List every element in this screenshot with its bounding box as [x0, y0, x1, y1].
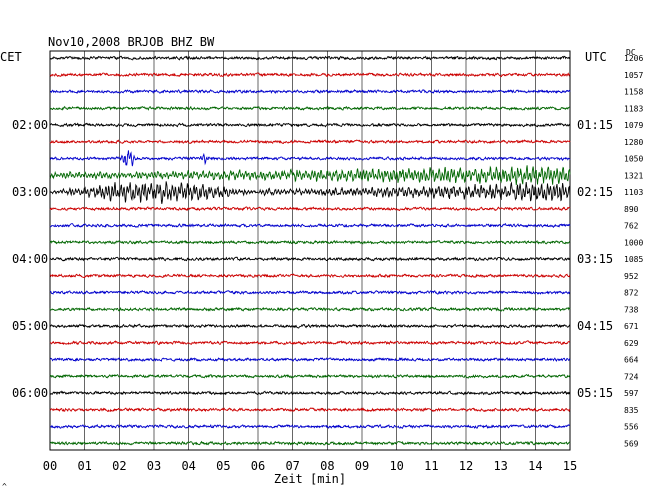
trace-group — [49, 55, 571, 446]
dc-value: 952 — [624, 272, 639, 281]
time-labels: 02:00 03:00 04:00 05:00 06:00 01:15 02:15 03:15… — [12, 118, 613, 400]
dc-values: 1206 1057 1158 1183 1079 1280 1050 1321 1103 890 7… — [624, 54, 643, 448]
x-tick-label: 04 — [181, 459, 195, 473]
trace-row — [49, 390, 571, 396]
x-tick-label: 00 — [43, 459, 57, 473]
x-tick-label: 14 — [528, 459, 542, 473]
minute-grid — [84, 51, 536, 450]
trace-row — [49, 150, 571, 167]
footer-mark: ^ — [2, 482, 7, 491]
dc-value: 1000 — [624, 238, 643, 247]
x-tick-label: 01 — [77, 459, 91, 473]
dc-value: 1079 — [624, 121, 643, 130]
dc-value: 1321 — [624, 171, 643, 180]
right-axis-label: UTC — [585, 50, 607, 64]
x-tick-labels: 00 01 02 03 04 05 06 07 08 09 10 11 12 13 14 15 — [43, 459, 577, 473]
left-time-label: 06:00 — [12, 386, 48, 400]
dc-label: DC — [626, 48, 636, 57]
trace-row — [49, 273, 571, 279]
x-tick-label: 10 — [389, 459, 403, 473]
dc-value: 738 — [624, 305, 639, 314]
chart-title: Nov10,2008 BRJOB BHZ BW — [48, 35, 215, 49]
dc-value: 872 — [624, 289, 639, 298]
dc-value: 1206 — [624, 54, 643, 63]
left-time-label: 02:00 — [12, 118, 48, 132]
dc-value: 569 — [624, 439, 639, 448]
dc-value: 1183 — [624, 104, 643, 113]
dc-value: 671 — [624, 322, 639, 331]
trace-row — [49, 222, 571, 228]
left-time-label: 04:00 — [12, 252, 48, 266]
trace-row — [49, 239, 571, 245]
dc-value: 1280 — [624, 138, 643, 147]
trace-row — [49, 55, 571, 61]
trace-row — [49, 89, 571, 94]
x-tick-label: 05 — [216, 459, 230, 473]
trace-row — [49, 139, 571, 145]
trace-row — [49, 256, 571, 262]
x-tick-label: 12 — [459, 459, 473, 473]
trace-row — [49, 407, 571, 413]
trace-row — [49, 357, 571, 362]
trace-row — [49, 340, 571, 346]
dc-value: 629 — [624, 339, 639, 348]
x-tick-label: 07 — [285, 459, 299, 473]
right-time-label: 03:15 — [577, 252, 613, 266]
trace-row — [49, 181, 571, 204]
right-time-label: 01:15 — [577, 118, 613, 132]
left-axis-label: CET — [0, 50, 22, 64]
x-tick-label: 11 — [424, 459, 438, 473]
dc-value: 1085 — [624, 255, 643, 264]
dc-value: 835 — [624, 406, 639, 415]
dc-value: 1057 — [624, 71, 643, 80]
trace-row — [49, 206, 571, 212]
left-time-label: 05:00 — [12, 319, 48, 333]
x-axis-title: Zeit [min] — [274, 472, 346, 486]
plot-frame — [49, 50, 571, 451]
x-tick-label: 02 — [112, 459, 126, 473]
trace-row — [49, 105, 571, 111]
trace-row — [49, 306, 571, 312]
trace-row — [49, 122, 571, 128]
dc-value: 1158 — [624, 88, 643, 97]
trace-row — [49, 323, 571, 329]
dc-value: 1103 — [624, 188, 643, 197]
x-tick-label: 06 — [251, 459, 265, 473]
x-tick-label: 13 — [493, 459, 507, 473]
right-time-label: 04:15 — [577, 319, 613, 333]
x-tick-label: 03 — [147, 459, 161, 473]
trace-row — [49, 290, 571, 295]
dc-value: 890 — [624, 205, 639, 214]
dc-value: 597 — [624, 389, 639, 398]
dc-value: 556 — [624, 423, 639, 432]
x-tick-label: 09 — [355, 459, 369, 473]
dc-value: 1050 — [624, 155, 643, 164]
left-time-label: 03:00 — [12, 185, 48, 199]
right-time-label: 02:15 — [577, 185, 613, 199]
dc-value: 664 — [624, 356, 639, 365]
x-tick-label: 15 — [563, 459, 577, 473]
trace-row — [49, 424, 571, 429]
right-time-label: 05:15 — [577, 386, 613, 400]
trace-row — [49, 440, 571, 446]
trace-row — [49, 373, 571, 379]
x-tick-label: 08 — [320, 459, 334, 473]
dc-value: 762 — [624, 222, 639, 231]
trace-row — [49, 165, 571, 186]
dc-value: 724 — [624, 372, 639, 381]
trace-row — [49, 72, 571, 78]
